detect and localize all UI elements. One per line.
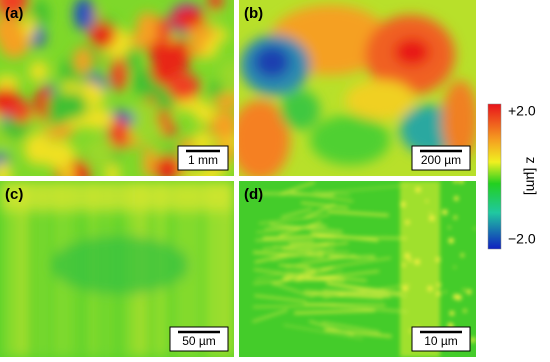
speck [448,226,450,228]
speck [429,215,435,221]
speck [459,179,464,184]
blob [62,168,75,182]
speck [442,209,448,215]
blob [254,46,290,78]
blob [167,72,200,100]
blob [394,38,430,66]
blob [24,133,52,165]
speck [461,254,464,257]
streak [255,240,313,241]
scale-bar-label: 1 mm [188,153,218,167]
speck [467,289,472,294]
speck [437,283,441,287]
blob [280,90,320,130]
scale-bar-label: 10 µm [424,334,458,348]
blob [345,80,415,120]
blob [156,17,171,44]
colorbar-min: −2.0 [508,231,536,247]
blob [23,16,36,39]
speck [408,259,411,262]
blob [74,47,91,74]
speck [402,263,405,266]
colorbar-title: z [µm] [523,157,539,195]
panel-label: (a) [5,5,23,22]
speck [454,196,459,201]
scale-bar-label: 200 µm [421,153,461,167]
speck [453,179,457,183]
blob [194,103,215,123]
speck [454,216,457,219]
speck [429,212,431,214]
speck [448,238,454,244]
panel-label: (b) [244,5,263,22]
speck [415,187,421,193]
blob [111,57,128,91]
speck [454,266,456,268]
blob [50,235,190,295]
blob [310,115,390,165]
speck [436,291,441,296]
blob [129,117,162,143]
panel-label: (c) [5,186,23,203]
speck [426,200,429,203]
band [0,181,234,211]
colorbar [488,104,501,249]
speck [414,259,420,265]
blob [187,41,206,56]
speck [470,337,475,342]
speck [404,253,410,259]
blob [29,61,48,82]
speck [444,291,446,293]
speck [405,220,410,225]
speck [402,286,407,291]
blob [89,22,116,48]
blob [61,92,87,119]
blob [147,40,176,60]
blob [155,155,180,181]
speck [463,289,465,291]
speck [449,311,454,316]
speck [474,227,476,229]
blob [143,145,156,179]
speck [427,286,432,291]
blob [84,138,115,167]
blob [186,26,215,42]
colorbar-max: +2.0 [508,103,536,119]
panel-label: (d) [244,186,263,203]
blob [11,100,33,123]
speck [456,295,462,301]
speck [463,309,466,312]
scale-bar-label: 50 µm [182,334,216,348]
speck [436,257,441,262]
speck [400,202,405,207]
